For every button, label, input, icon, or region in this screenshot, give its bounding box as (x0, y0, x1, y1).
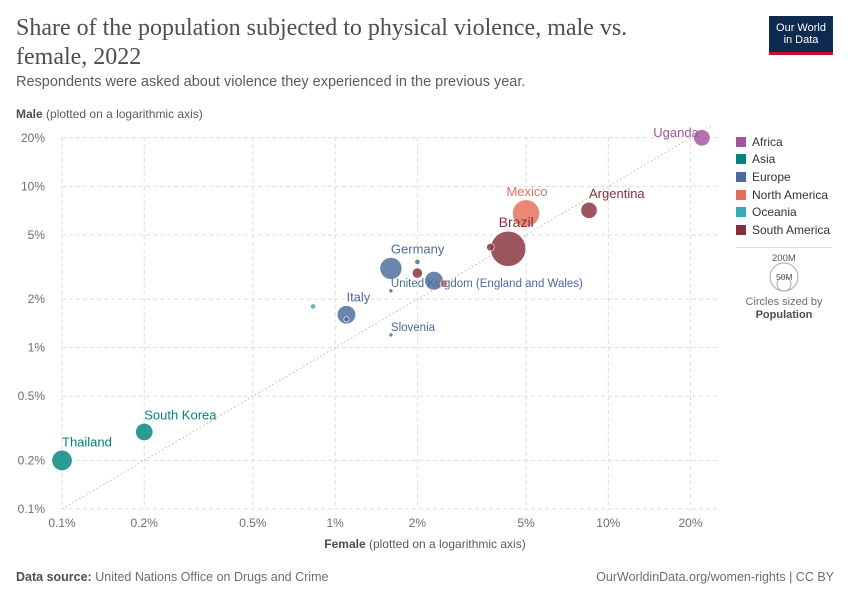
chart-subtitle: Respondents were asked about violence th… (16, 74, 526, 90)
point-label: Germany (391, 241, 445, 256)
data-point (486, 243, 495, 252)
point-label: Brazil (499, 214, 534, 230)
legend-label-north-america: North America (752, 188, 829, 202)
data-point (388, 288, 394, 294)
data-point (414, 258, 421, 265)
size-legend-circles (769, 262, 799, 292)
x-tick-label: 20% (679, 516, 703, 530)
y-tick-label: 20% (21, 131, 45, 145)
point-label: Mexico (506, 184, 547, 199)
x-axis-label: Female (plotted on a logarithmic axis) (0, 537, 850, 551)
legend-swatch-europe (736, 172, 746, 182)
x-axis-label-rest: (plotted on a logarithmic axis) (368, 537, 526, 551)
x-tick-label: 5% (517, 516, 535, 530)
point-label: Thailand (62, 434, 112, 449)
data-point (693, 129, 711, 147)
data-point (490, 230, 527, 267)
y-tick-label: 1% (28, 341, 46, 355)
legend-label-oceania: Oceania (752, 205, 797, 219)
data-point (51, 449, 73, 471)
legend-item-europe[interactable]: Europe (736, 170, 791, 184)
data-point (411, 267, 423, 279)
point-label: Italy (346, 290, 370, 305)
legend-swatch-africa (736, 137, 746, 147)
data-point (439, 279, 448, 288)
point-label: South Korea (144, 407, 217, 422)
size-legend-note-line: Circles sized by (745, 296, 823, 308)
diagonal-reference (61, 124, 713, 510)
y-tick-label: 0.1% (18, 502, 46, 516)
legend-item-south-america[interactable]: South America (736, 223, 830, 237)
size-legend-note: Circles sized by Population (736, 296, 832, 322)
legend-label-asia: Asia (752, 152, 776, 166)
y-tick-label: 2% (28, 292, 46, 306)
y-axis-label-rest: (plotted on a logarithmic axis) (46, 107, 203, 121)
legend-swatch-asia (736, 154, 746, 164)
size-legend-label-small: 50M (776, 272, 793, 282)
legend-swatch-north-america (736, 190, 746, 200)
legend-item-oceania[interactable]: Oceania (736, 205, 797, 219)
owid-logo[interactable]: Our World in Data (769, 16, 833, 55)
size-legend-note-bold: Population (755, 309, 813, 321)
data-point (343, 316, 350, 323)
point-label: Slovenia (391, 322, 436, 334)
logo-line-2: in Data (783, 34, 819, 46)
data-source-label: Data source: (16, 570, 92, 584)
y-tick-label: 10% (21, 179, 45, 193)
x-tick-label: 0.1% (48, 516, 76, 530)
x-tick-label: 0.5% (239, 516, 267, 530)
legend-item-north-america[interactable]: North America (736, 188, 828, 202)
x-tick-label: 10% (596, 516, 620, 530)
data-point (388, 332, 394, 338)
credit-link[interactable]: OurWorldinData.org/women-rights | CC BY (596, 570, 834, 584)
legend-item-asia[interactable]: Asia (736, 152, 775, 166)
point-label: United Kingdom (England and Wales) (391, 278, 583, 290)
legend-item-africa[interactable]: Africa (736, 135, 783, 149)
x-axis-label-bold: Female (324, 537, 366, 551)
y-tick-label: 0.2% (18, 453, 46, 467)
data-point (512, 199, 540, 228)
size-legend-label-large: 200M (772, 253, 796, 264)
grid-lines (61, 137, 717, 510)
data-point (580, 201, 598, 219)
point-label: Argentina (589, 186, 645, 201)
data-point (135, 423, 154, 441)
tick-labels: 0.1% 0.2% 0.5% 1% 2% 5% 10% 20% 0.1% 0.2% 0.5% 1% 2%… (18, 131, 703, 530)
y-axis-label: Male (plotted on a logarithmic axis) (16, 107, 203, 121)
data-points (51, 129, 711, 471)
legend-swatch-south-america (736, 225, 746, 235)
legend-swatch-oceania (736, 207, 746, 217)
y-axis-label-bold: Male (16, 107, 43, 121)
legend-divider (736, 247, 832, 248)
x-tick-label: 0.2% (131, 516, 159, 530)
y-tick-label: 5% (28, 228, 46, 242)
data-point (336, 305, 356, 325)
legend-label-africa: Africa (752, 135, 783, 149)
y-tick-label: 0.5% (18, 389, 46, 403)
data-source: Data source: United Nations Office on Dr… (16, 570, 328, 584)
point-label: Uganda (653, 125, 699, 140)
data-point (379, 257, 403, 280)
size-legend-circle-small (776, 276, 792, 292)
data-source-text: United Nations Office on Drugs and Crime (95, 570, 329, 584)
legend-label-south-america: South America (752, 223, 831, 237)
chart-title: Share of the population subjected to phy… (16, 15, 628, 70)
logo-line-1: Our World (776, 21, 826, 34)
legend-label-europe: Europe (752, 170, 791, 184)
diagonal-line-y-equals-x (61, 124, 713, 510)
point-labels: Uganda Argentina Mexico Brazil Germany United… (62, 125, 700, 449)
data-point (310, 303, 317, 310)
x-tick-label: 1% (326, 516, 344, 530)
x-tick-label: 2% (409, 516, 427, 530)
